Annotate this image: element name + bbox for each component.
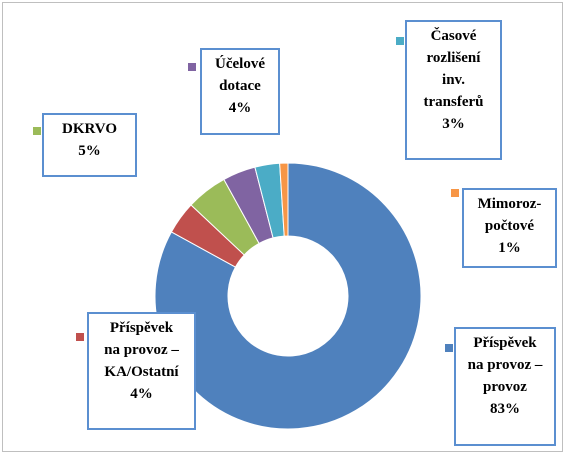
doughnut-segment — [279, 162, 289, 237]
label-category: Účelové dotace — [215, 56, 265, 94]
legend-marker — [188, 63, 196, 71]
legend-marker — [451, 189, 459, 197]
data-label: Příspěvek na provoz – provoz 83% — [454, 327, 556, 446]
legend-marker — [76, 333, 84, 341]
label-value: 4% — [228, 100, 252, 116]
chart-frame — [2, 2, 563, 452]
label-category: DKRVO — [61, 121, 117, 137]
label-value: 4% — [130, 386, 153, 402]
data-label: DKRVO 5% — [42, 113, 137, 177]
legend-marker — [396, 37, 404, 45]
legend-marker — [445, 344, 453, 352]
label-value: 5% — [78, 143, 101, 159]
label-category: Časové rozlišení inv. transferů — [423, 28, 484, 110]
label-category: Příspěvek na provoz – KA/Ostatní — [104, 320, 179, 380]
label-value: 3% — [442, 116, 465, 132]
data-label: Mimoroz- počtové 1% — [462, 188, 557, 268]
label-category: Mimoroz- počtové — [477, 196, 542, 234]
label-category: Příspěvek na provoz – provoz — [467, 335, 543, 395]
data-label: Časové rozlišení inv. transferů 3% — [405, 20, 502, 160]
data-label: Účelové dotace 4% — [200, 48, 280, 135]
data-label: Příspěvek na provoz – KA/Ostatní 4% — [87, 312, 196, 430]
legend-marker — [33, 127, 41, 135]
label-value: 83% — [490, 401, 520, 417]
label-value: 1% — [498, 240, 521, 256]
